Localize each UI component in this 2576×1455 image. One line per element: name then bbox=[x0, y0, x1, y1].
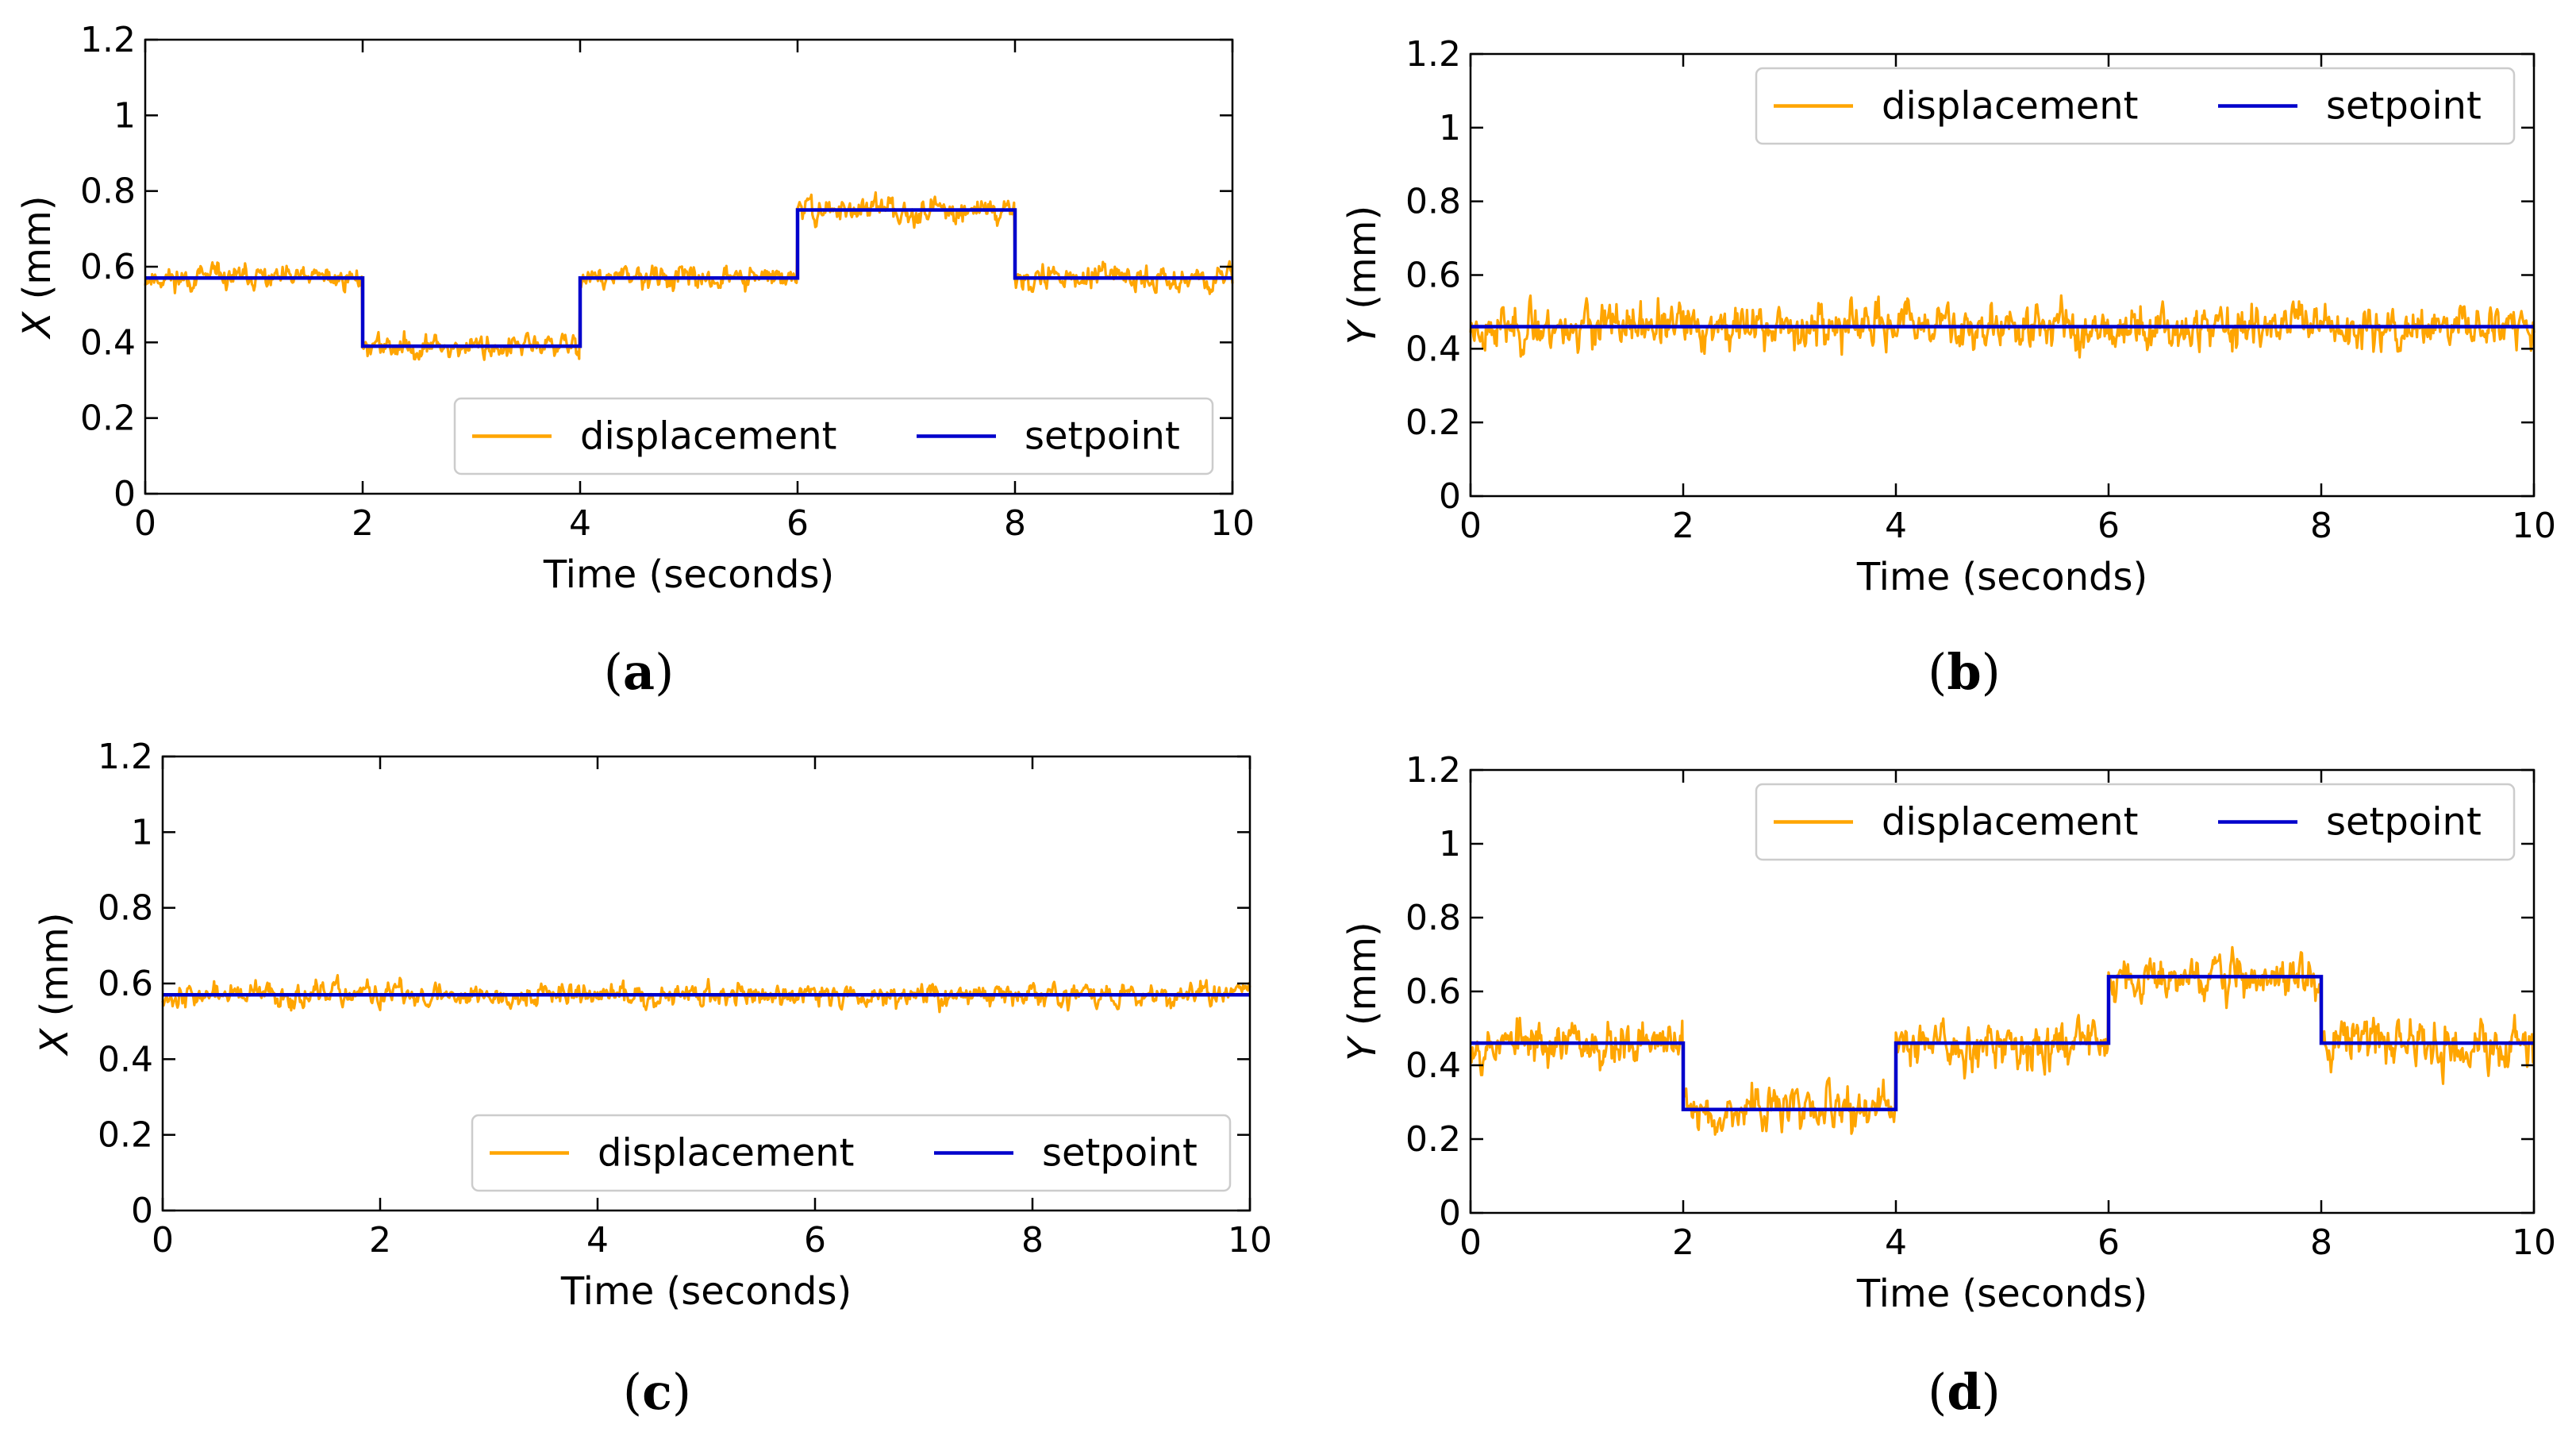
y-tick-label: 1.2 bbox=[1405, 750, 1461, 791]
panel-caption: (a) bbox=[604, 643, 675, 701]
legend-displacement-label: displacement bbox=[598, 1131, 854, 1176]
y-tick-label: 0.2 bbox=[98, 1115, 153, 1156]
y-tick-label: 0.4 bbox=[1405, 329, 1461, 369]
x-tick-label: 10 bbox=[2512, 1222, 2556, 1263]
x-tick-label: 4 bbox=[1885, 1222, 1907, 1263]
y-tick-label: 0.2 bbox=[80, 398, 136, 439]
setpoint-line bbox=[145, 208, 1232, 348]
y-axis-label: X (mm) bbox=[33, 912, 77, 1057]
y-axis-label: Y (mm) bbox=[1340, 206, 1385, 345]
legend-setpoint-label: setpoint bbox=[2326, 84, 2482, 129]
y-tick-label: 0.2 bbox=[1405, 402, 1461, 443]
x-tick-label: 0 bbox=[1459, 506, 1482, 546]
y-tick-label: 0.6 bbox=[1405, 972, 1461, 1012]
panel-c: 0 2 4 6 8 10 0 0.2 0.4 0.6 0.8 1 1.2 Time (seconds) X … bbox=[33, 737, 1272, 1314]
x-tick-label: 0 bbox=[134, 503, 156, 544]
panel-caption: (c) bbox=[623, 1363, 691, 1421]
panel-a: 0 2 4 6 8 10 0 0.2 0.4 0.6 0.8 1 1.2 Time (seconds) X … bbox=[15, 20, 1255, 597]
legend-box bbox=[471, 1114, 1232, 1192]
x-axis-label: Time (seconds) bbox=[1856, 555, 2147, 599]
panel-caption: (b) bbox=[1928, 643, 2001, 701]
displacement-line bbox=[1470, 945, 2536, 1136]
legend-box bbox=[453, 397, 1214, 475]
y-axis-label: X (mm) bbox=[15, 195, 60, 340]
x-tick-label: 0 bbox=[152, 1220, 174, 1261]
x-tick-label: 2 bbox=[369, 1220, 391, 1261]
x-tick-label: 4 bbox=[569, 503, 591, 544]
y-tick-label: 1 bbox=[1439, 824, 1461, 864]
x-tick-label: 8 bbox=[2310, 506, 2332, 546]
x-tick-label: 10 bbox=[2512, 506, 2556, 546]
y-tick-label: 0.6 bbox=[80, 247, 136, 287]
x-axis-label: Time (seconds) bbox=[560, 1269, 852, 1314]
legend: displacement setpoint bbox=[1755, 783, 2516, 861]
y-tick-label: 0.8 bbox=[80, 171, 136, 212]
y-tick-label: 0 bbox=[113, 474, 136, 514]
y-tick-label: 0.4 bbox=[80, 322, 136, 363]
legend: displacement setpoint bbox=[471, 1114, 1232, 1192]
displacement-line bbox=[144, 191, 1234, 361]
x-tick-label: 8 bbox=[1021, 1220, 1044, 1261]
x-tick-label: 6 bbox=[804, 1220, 826, 1261]
legend: displacement setpoint bbox=[453, 397, 1214, 475]
setpoint-line bbox=[1471, 975, 2534, 1112]
legend-displacement-label: displacement bbox=[580, 414, 836, 459]
x-axis-label: Time (seconds) bbox=[1856, 1272, 2147, 1316]
x-tick-label: 0 bbox=[1459, 1222, 1482, 1263]
x-tick-label: 2 bbox=[1672, 1222, 1694, 1263]
y-tick-label: 0 bbox=[1439, 476, 1461, 517]
y-tick-label: 1 bbox=[131, 812, 153, 853]
y-tick-label: 0.4 bbox=[98, 1039, 153, 1080]
legend-displacement-label: displacement bbox=[1882, 800, 2138, 845]
y-tick-label: 0.4 bbox=[1405, 1045, 1461, 1086]
legend-box bbox=[1755, 783, 2516, 861]
x-tick-label: 4 bbox=[586, 1220, 609, 1261]
x-tick-label: 8 bbox=[2310, 1222, 2332, 1263]
x-tick-label: 6 bbox=[2097, 1222, 2120, 1263]
legend-setpoint-label: setpoint bbox=[1025, 414, 1180, 459]
legend-displacement-label: displacement bbox=[1882, 84, 2138, 129]
y-tick-label: 1.2 bbox=[1405, 34, 1461, 75]
y-tick-label: 0.8 bbox=[1405, 182, 1461, 222]
x-tick-label: 4 bbox=[1885, 506, 1907, 546]
legend-box bbox=[1755, 67, 2516, 145]
x-tick-label: 10 bbox=[1228, 1220, 1272, 1261]
panel-d: 0 2 4 6 8 10 0 0.2 0.4 0.6 0.8 1 1.2 Time (seconds) Y … bbox=[1340, 750, 2556, 1316]
x-tick-label: 6 bbox=[2097, 506, 2120, 546]
y-tick-label: 0.6 bbox=[1405, 256, 1461, 296]
panel-caption: (d) bbox=[1928, 1363, 2001, 1421]
y-tick-label: 0.2 bbox=[1405, 1119, 1461, 1160]
legend-setpoint-label: setpoint bbox=[2326, 800, 2482, 845]
x-tick-label: 8 bbox=[1004, 503, 1026, 544]
y-tick-label: 1.2 bbox=[80, 20, 136, 60]
x-tick-label: 6 bbox=[786, 503, 809, 544]
y-tick-label: 0 bbox=[1439, 1193, 1461, 1234]
panel-b: 0 2 4 6 8 10 0 0.2 0.4 0.6 0.8 1 1.2 Time (seconds) Y … bbox=[1340, 34, 2556, 599]
y-tick-label: 0.6 bbox=[98, 964, 153, 1004]
displacement-line bbox=[161, 973, 1251, 1014]
y-tick-label: 0.8 bbox=[1405, 898, 1461, 938]
y-tick-label: 0 bbox=[131, 1191, 153, 1231]
x-tick-label: 2 bbox=[1672, 506, 1694, 546]
y-tick-label: 0.8 bbox=[98, 888, 153, 929]
y-tick-label: 1 bbox=[113, 95, 136, 136]
x-tick-label: 2 bbox=[352, 503, 374, 544]
y-tick-label: 1 bbox=[1439, 108, 1461, 148]
x-tick-label: 10 bbox=[1210, 503, 1255, 544]
y-axis-label: Y (mm) bbox=[1340, 922, 1385, 1061]
legend: displacement setpoint bbox=[1755, 67, 2516, 145]
x-axis-label: Time (seconds) bbox=[543, 552, 834, 597]
legend-setpoint-label: setpoint bbox=[1042, 1131, 1198, 1176]
y-tick-label: 1.2 bbox=[98, 737, 153, 777]
